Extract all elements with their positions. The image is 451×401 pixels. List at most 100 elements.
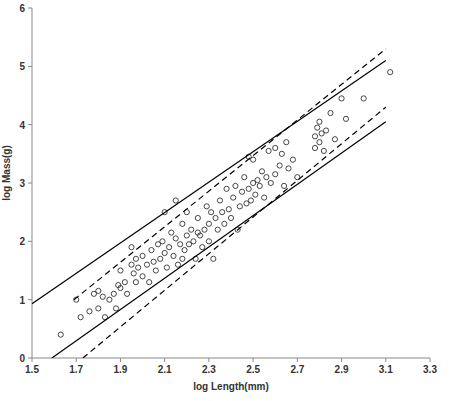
data-point — [286, 166, 291, 171]
x-tick — [341, 358, 342, 362]
fit-line — [74, 49, 386, 300]
y-tick — [28, 124, 32, 125]
data-point — [118, 268, 123, 273]
data-point — [284, 140, 289, 145]
y-tick-label: 6 — [19, 3, 25, 14]
y-tick-label: 4 — [19, 120, 25, 131]
data-point — [140, 274, 145, 279]
plot-area — [32, 49, 393, 358]
data-point — [328, 110, 333, 115]
data-point — [147, 280, 152, 285]
x-tick-label: 1.7 — [69, 364, 83, 375]
data-point — [206, 221, 211, 226]
data-point — [131, 271, 136, 276]
data-point — [87, 309, 92, 314]
data-point — [197, 233, 202, 238]
y-tick — [28, 241, 32, 242]
data-point — [277, 163, 282, 168]
data-point — [268, 180, 273, 185]
data-point — [202, 227, 207, 232]
data-point — [248, 198, 253, 203]
x-axis-label: log Length(mm) — [193, 381, 269, 392]
data-point — [113, 306, 118, 311]
y-tick-label: 0 — [19, 353, 25, 364]
data-point — [184, 233, 189, 238]
data-point — [149, 247, 154, 252]
x-tick — [208, 358, 209, 362]
x-tick-label: 2.3 — [202, 364, 216, 375]
y-tick — [28, 183, 32, 184]
data-point — [273, 172, 278, 177]
data-point — [323, 128, 328, 133]
data-point — [166, 245, 171, 250]
data-point — [133, 256, 138, 261]
y-axis-label: log Mass(g) — [1, 145, 12, 201]
y-tick — [28, 8, 32, 9]
data-point — [264, 175, 269, 180]
x-tick-label: 2.7 — [290, 364, 304, 375]
data-point — [153, 268, 158, 273]
data-point — [96, 288, 101, 293]
data-point — [195, 215, 200, 220]
data-point — [220, 210, 225, 215]
data-point — [158, 256, 163, 261]
data-point — [211, 256, 216, 261]
chart: 1.51.71.92.12.32.52.72.93.13.30123456log… — [0, 0, 451, 401]
data-point — [178, 242, 183, 247]
fit-line — [32, 61, 386, 304]
x-tick-label: 2.9 — [335, 364, 349, 375]
data-point — [173, 236, 178, 241]
data-point — [160, 239, 165, 244]
data-point — [182, 247, 187, 252]
data-point — [317, 140, 322, 145]
y-tick — [28, 299, 32, 300]
x-tick — [120, 358, 121, 362]
data-point — [228, 215, 233, 220]
x-tick-label: 1.5 — [25, 364, 39, 375]
data-point — [136, 265, 141, 270]
data-point — [164, 265, 169, 270]
data-point — [281, 183, 286, 188]
x-tick — [430, 358, 431, 362]
y-tick — [28, 358, 32, 359]
data-point — [388, 70, 393, 75]
x-tick-label: 2.1 — [158, 364, 172, 375]
data-point — [321, 148, 326, 153]
data-point — [361, 96, 366, 101]
data-point — [129, 262, 134, 267]
fit-line — [83, 107, 386, 358]
x-tick-label: 1.9 — [113, 364, 127, 375]
data-point — [140, 253, 145, 258]
data-point — [290, 157, 295, 162]
data-point — [226, 207, 231, 212]
data-point — [96, 306, 101, 311]
data-point — [151, 259, 156, 264]
data-point — [332, 137, 337, 142]
data-point — [144, 262, 149, 267]
data-point — [169, 230, 174, 235]
data-point — [222, 221, 227, 226]
x-tick-label: 3.1 — [379, 364, 393, 375]
data-point — [237, 204, 242, 209]
data-point — [173, 198, 178, 203]
data-point — [239, 189, 244, 194]
data-point — [233, 183, 238, 188]
data-point — [191, 239, 196, 244]
y-tick-label: 2 — [19, 236, 25, 247]
x-tick-label: 2.5 — [246, 364, 260, 375]
data-point — [100, 294, 105, 299]
data-point — [200, 245, 205, 250]
y-tick-label: 3 — [19, 178, 25, 189]
x-tick-label: 3.3 — [423, 364, 437, 375]
data-point — [339, 96, 344, 101]
data-point — [317, 119, 322, 124]
data-point — [124, 291, 129, 296]
data-point — [279, 151, 284, 156]
data-point — [213, 215, 218, 220]
data-point — [122, 280, 127, 285]
x-axis — [32, 358, 430, 359]
data-point — [180, 256, 185, 261]
x-tick — [385, 358, 386, 362]
y-tick — [28, 66, 32, 67]
data-point — [204, 204, 209, 209]
